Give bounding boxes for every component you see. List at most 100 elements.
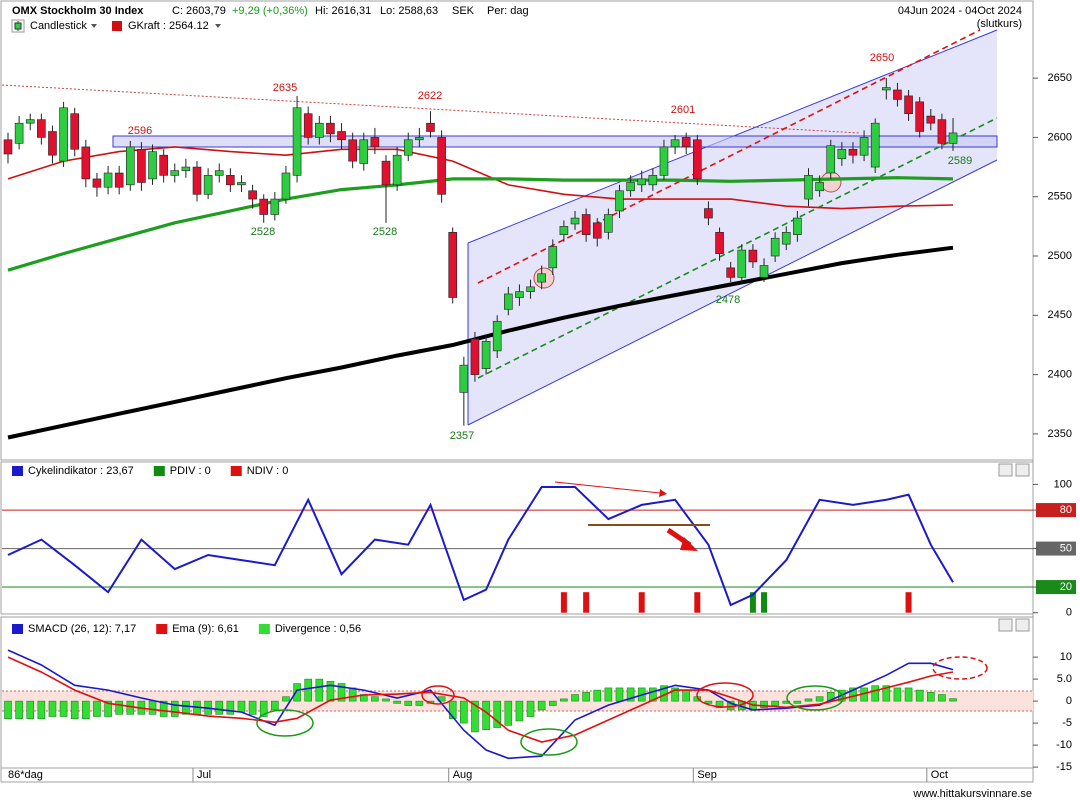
candle-body (659, 146, 669, 176)
dropdown-arrow[interactable] (215, 24, 221, 28)
annotation: 2596 (128, 125, 152, 137)
candle-body (315, 122, 324, 138)
candle-body (515, 291, 524, 298)
indicator-bar (694, 592, 701, 613)
indicator-bar (304, 678, 312, 702)
indicator-bar (849, 687, 857, 702)
instrument-title: OMX Stockholm 30 Index (12, 5, 144, 17)
indicator-bar (37, 700, 46, 720)
zoom-button[interactable] (998, 618, 1013, 632)
divergence-arrow (554, 481, 661, 494)
resize-button[interactable] (1015, 618, 1030, 632)
trend-line (1, 84, 861, 134)
y-tick-label: 20 (1060, 581, 1072, 593)
x-tick-label: Sep (697, 769, 717, 781)
indicator-bar (348, 687, 357, 702)
legend-label: Ema (9): 6,61 (172, 623, 239, 635)
zoom-button[interactable] (998, 463, 1013, 477)
indicator-bar (771, 700, 779, 706)
indicator-bar (560, 592, 567, 613)
candle-body (859, 137, 869, 156)
indicator-bar (460, 700, 468, 724)
moving-average (7, 245, 954, 440)
candle-body (826, 145, 836, 174)
candle-body (492, 320, 502, 352)
candle-body (937, 119, 947, 144)
indicator-bar (782, 700, 791, 704)
indicator-bar (671, 687, 679, 702)
indicator-bar (259, 700, 268, 717)
indicator-bar (793, 700, 802, 704)
resistance-band (112, 135, 998, 148)
x-axis-strip (0, 767, 1034, 783)
y-tick-label: 5.0 (1057, 673, 1072, 685)
indicator-bar (704, 700, 713, 704)
legend-swatch (12, 624, 23, 634)
legend-label: GKraft : 2564.12 (128, 20, 209, 32)
indicator-bar (237, 700, 246, 713)
candle-body (226, 175, 235, 186)
indicator-bar (893, 687, 902, 702)
candle-body (192, 166, 202, 195)
arrow-head (659, 489, 667, 497)
indicator-bar (882, 685, 891, 702)
indicator-bar (815, 696, 824, 702)
indicator-bar (393, 700, 401, 704)
annotation: 2589 (948, 155, 972, 167)
indicator-bar (448, 700, 457, 720)
indicator-bar (915, 689, 924, 702)
candle-body (781, 231, 791, 245)
candle-body (948, 132, 958, 144)
y-tick-label: 0 (1066, 607, 1072, 619)
candle-body (882, 87, 891, 91)
marker-ellipse (786, 685, 844, 711)
candle-body (648, 175, 658, 186)
candle-body (437, 137, 446, 195)
indicator-bar (526, 700, 535, 717)
dropdown-arrow[interactable] (91, 24, 97, 28)
price-basis: (slutkurs) (977, 18, 1022, 30)
x-tick-label: Aug (453, 769, 473, 781)
legend-swatch (258, 624, 270, 634)
indicator-bar (871, 685, 880, 702)
legend-swatch (12, 466, 23, 476)
close-price: C: 2603,79 (172, 5, 226, 17)
price-change: +9,29 (+0,36%) (232, 5, 308, 17)
indicator-bar (226, 700, 235, 715)
candle-body (37, 119, 46, 138)
annotation: 2650 (870, 52, 894, 64)
candle-body (626, 182, 635, 192)
candle-body (81, 146, 91, 180)
date-range: 04Jun 2024 - 04Oct 2024 (898, 5, 1022, 17)
candle-body (148, 151, 157, 180)
y-tick-label: -15 (1056, 761, 1072, 773)
candle-body (592, 222, 602, 239)
indicator-bar (638, 592, 645, 613)
annotation: 2528 (373, 226, 397, 238)
candle-body (748, 249, 758, 263)
candle-body (59, 107, 68, 162)
resize-button[interactable] (1015, 463, 1030, 477)
legend-label: Divergence : 0,56 (275, 623, 361, 635)
candle-body (615, 190, 624, 212)
y-tick-label: -5 (1062, 717, 1072, 729)
indicator-bar (315, 678, 324, 702)
indicator-bar (382, 698, 390, 702)
y-tick-label: 80 (1060, 504, 1072, 516)
candle-body (214, 170, 224, 176)
candle-body (403, 139, 413, 156)
candle-body (904, 95, 913, 114)
y-tick-label: 2400 (1048, 369, 1072, 381)
indicator-bar (682, 689, 690, 702)
indicator-bar (726, 700, 735, 711)
indicator-bar (415, 700, 424, 706)
indicator-bar (548, 700, 557, 706)
candle-body (526, 286, 535, 292)
indicator-bar (93, 700, 101, 717)
indicator-bar (148, 700, 157, 715)
indicator-bar (248, 700, 257, 715)
annotation: 2478 (716, 294, 740, 306)
candle-body (281, 172, 291, 200)
